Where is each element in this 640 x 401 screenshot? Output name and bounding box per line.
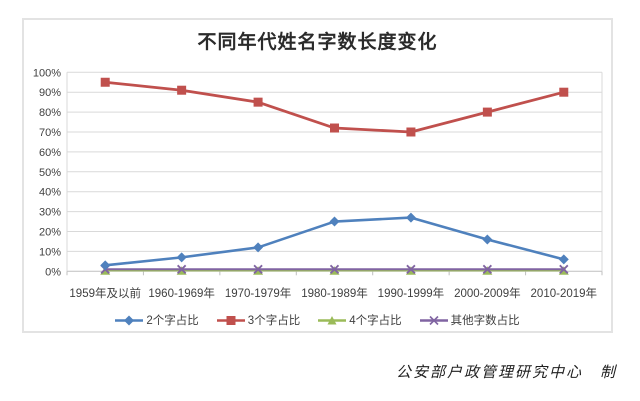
credit-text: 公安部户政管理研究中心 制	[395, 363, 617, 381]
square-marker-icon	[559, 87, 569, 97]
legend-item-3: 其他字数占比	[419, 312, 520, 328]
chart-frame	[22, 18, 613, 333]
square-marker-icon	[406, 127, 416, 137]
diamond-marker-icon	[100, 260, 111, 271]
y-tick-label: 30%	[39, 207, 61, 219]
square-marker-icon	[330, 123, 339, 133]
legend-item-0: 2个字占比	[115, 312, 199, 328]
square-marker-icon	[100, 77, 110, 87]
x-axis-label: 1990-1999年	[378, 286, 445, 300]
square-marker-icon	[482, 107, 492, 117]
legend-label: 3个字占比	[247, 315, 301, 327]
x-marker-icon	[253, 264, 263, 274]
diamond-marker-icon	[558, 254, 569, 265]
legend-label: 4个字占比	[349, 315, 402, 327]
diamond-marker-icon	[405, 212, 416, 223]
y-tick-label: 90%	[39, 87, 61, 99]
diamond-marker-icon	[329, 216, 340, 227]
y-tick-label: 20%	[39, 227, 61, 239]
legend-item-2: 4个字占比	[318, 312, 402, 328]
legend-label: 其他字数占比	[450, 315, 520, 327]
square-marker-icon	[253, 97, 263, 107]
diamond-marker-icon	[482, 234, 493, 245]
diamond-legend-marker-icon	[115, 315, 144, 325]
x-axis-label: 1960-1969年	[148, 286, 215, 300]
chart-legend: 2个字占比 3个字占比 4个字占比 其他字数占比	[22, 312, 613, 328]
x-axis-label: 2010-2019年	[531, 286, 598, 300]
legend-label: 2个字占比	[146, 315, 199, 327]
x-marker-icon	[329, 264, 340, 274]
diamond-marker-icon	[176, 252, 187, 263]
y-tick-label: 10%	[39, 246, 61, 258]
x-axis-label: 1959年及以前	[69, 286, 141, 300]
triangle-legend-marker-icon	[318, 315, 347, 324]
y-tick-label: 70%	[39, 127, 61, 139]
y-tick-label: 60%	[39, 147, 61, 159]
square-legend-marker-icon	[216, 315, 245, 325]
diamond-marker-icon	[253, 242, 264, 253]
y-tick-label: 0%	[45, 266, 61, 278]
y-tick-label: 40%	[39, 187, 61, 199]
x-axis-label: 2000-2009年	[454, 286, 521, 300]
x-marker-icon	[482, 264, 492, 274]
y-tick-label: 80%	[39, 107, 61, 119]
x-marker-icon	[559, 264, 569, 274]
x-marker-icon	[406, 264, 416, 274]
y-tick-label: 100%	[33, 67, 61, 79]
x-legend-marker-icon	[419, 315, 448, 325]
x-axis-label: 1980-1989年	[301, 286, 368, 300]
legend-item-1: 3个字占比	[216, 312, 301, 328]
chart-title: 不同年代姓名字数长度变化	[197, 32, 438, 53]
square-marker-icon	[177, 85, 187, 95]
y-tick-label: 50%	[39, 167, 61, 179]
x-axis-label: 1970-1979年	[225, 286, 292, 300]
x-marker-icon	[177, 264, 187, 274]
